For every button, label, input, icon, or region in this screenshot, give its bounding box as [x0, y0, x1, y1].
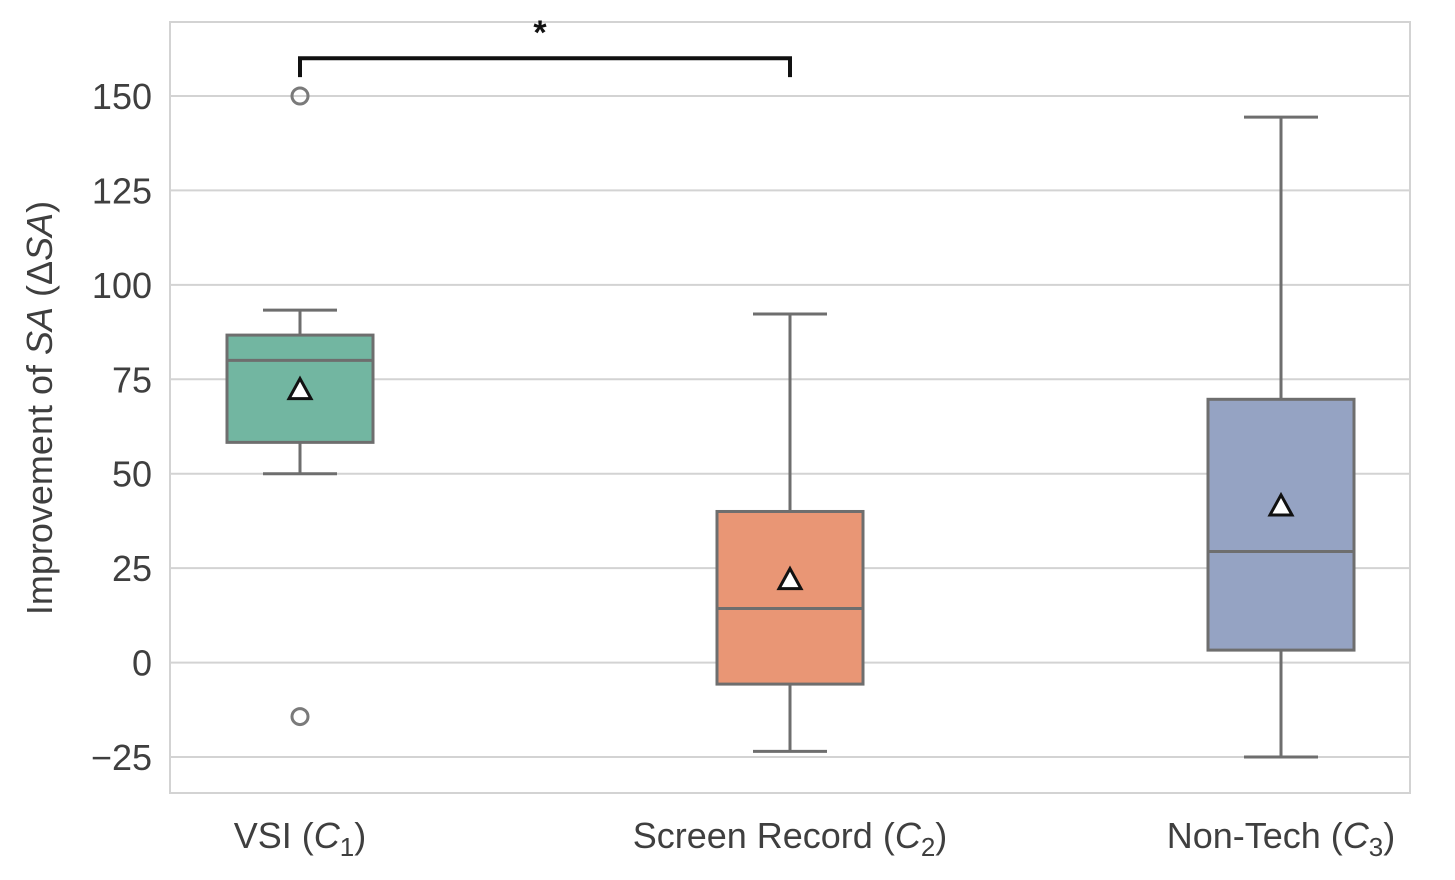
iqr-box — [1206, 397, 1356, 652]
x-tick-label: Non-Tech (C3) — [1167, 815, 1396, 862]
box-group-1 — [225, 86, 375, 727]
significance-bracket — [298, 56, 792, 78]
mean-marker — [286, 375, 314, 401]
plot-frame — [169, 21, 1411, 794]
box-group-3 — [1206, 115, 1356, 759]
box-group-2 — [715, 312, 865, 753]
y-tick-label: 75 — [112, 359, 152, 400]
mean-marker — [1267, 491, 1295, 517]
outlier-point — [290, 86, 310, 106]
x-tick-labels: VSI (C1) Screen Record (C2) Non-Tech (C3) — [234, 815, 1396, 862]
significance-star: * — [533, 14, 547, 52]
y-tick-label: −25 — [91, 737, 152, 778]
y-tick-label: 150 — [92, 76, 152, 117]
y-tick-labels: −25 0 25 50 75 100 125 150 — [91, 76, 152, 778]
y-tick-label: 25 — [112, 548, 152, 589]
y-tick-label: 50 — [112, 454, 152, 495]
y-axis-title: Improvement of SA (ΔSA) — [19, 201, 60, 615]
outlier-point — [290, 707, 310, 727]
boxes — [225, 86, 1356, 759]
y-tick-label: 125 — [92, 170, 152, 211]
significance-annotations: * — [298, 14, 792, 78]
y-tick-label: 0 — [132, 643, 152, 684]
x-tick-label: Screen Record (C2) — [633, 815, 948, 862]
y-tick-label: 100 — [92, 265, 152, 306]
mean-marker — [776, 565, 804, 591]
x-tick-label: VSI (C1) — [234, 815, 366, 862]
iqr-box — [715, 509, 865, 686]
